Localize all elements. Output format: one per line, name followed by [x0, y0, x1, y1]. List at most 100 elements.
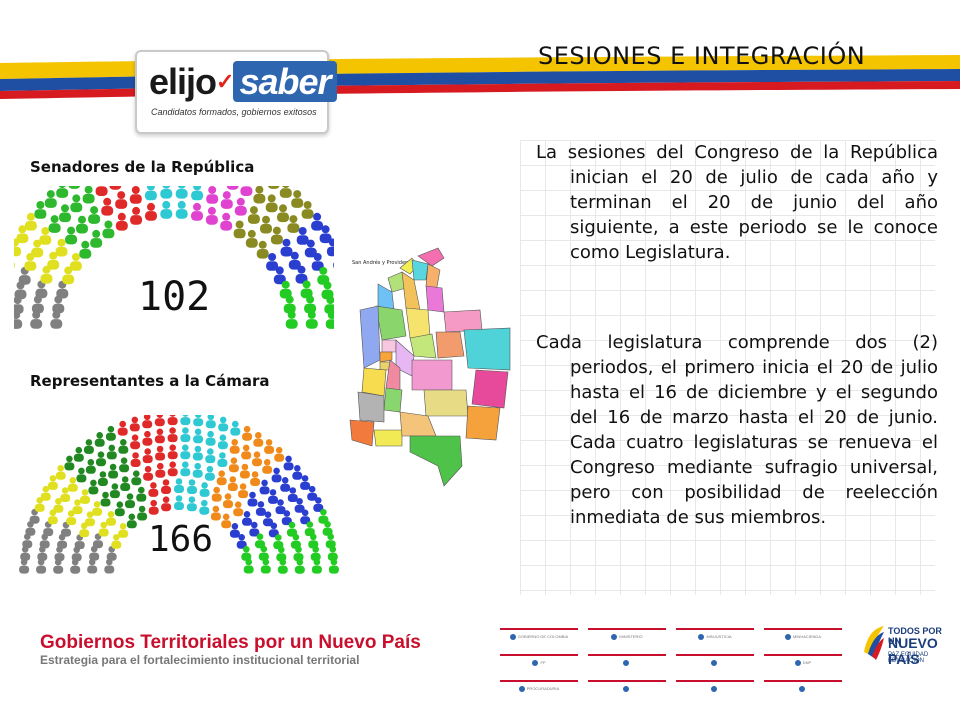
seat: [130, 434, 141, 450]
seat: [98, 521, 109, 537]
map-region-caldas: [381, 339, 397, 353]
seat: [105, 425, 116, 441]
seat: [260, 558, 271, 574]
seat: [31, 239, 44, 258]
flag-bird-icon: [864, 626, 884, 660]
elijo-saber-logo: elijo✓ saber Candidatos formados, gobiern…: [135, 50, 337, 134]
seat: [294, 558, 305, 574]
paragraph-periodos: Cada legislatura comprende dos (2) perio…: [536, 332, 938, 528]
seat: [106, 511, 116, 526]
seat: [294, 498, 305, 513]
partner-logo: DNP: [764, 654, 842, 672]
seat: [72, 499, 83, 515]
seat: [19, 558, 30, 574]
seat: [155, 445, 166, 461]
seat: [280, 477, 291, 492]
seat: [305, 310, 318, 329]
seat: [64, 455, 75, 471]
map-region-valle: [361, 367, 387, 397]
seat: [69, 253, 82, 271]
map-region-guaviare: [423, 389, 469, 417]
seat: [217, 434, 228, 450]
house-hemicycle: 166: [19, 415, 339, 574]
seat: [76, 467, 87, 483]
seat: [117, 420, 128, 436]
seat: [161, 496, 172, 512]
seat: [199, 499, 210, 515]
seat: [65, 226, 78, 245]
seat: [80, 489, 90, 504]
seat: [199, 482, 210, 497]
map-region-casanare: [435, 331, 465, 359]
slogan-line-1: TODOS POR UN: [888, 626, 942, 646]
seat: [137, 505, 148, 521]
seat: [193, 428, 204, 444]
seat: [191, 202, 203, 221]
map-region-risaralda: [379, 351, 393, 363]
seat: [130, 452, 141, 467]
seat: [291, 190, 304, 208]
seat: [186, 496, 197, 512]
seat: [154, 428, 165, 444]
seat: [256, 240, 269, 259]
text-grid-background: [520, 140, 935, 595]
seat-count: 102: [138, 274, 210, 320]
seat: [175, 186, 188, 199]
partner-name: MINJUSTICIA: [706, 634, 732, 639]
seat: [14, 281, 27, 300]
seat: [270, 226, 283, 245]
seat: [167, 444, 178, 460]
partner-emblem-icon: [623, 659, 629, 666]
seat: [274, 446, 285, 462]
seat-count: 166: [148, 519, 213, 560]
seat: [160, 200, 173, 219]
seat: [271, 467, 282, 483]
map-region-vichada: [463, 327, 511, 371]
seat: [44, 190, 57, 208]
seat: [247, 206, 260, 224]
seat: [180, 444, 191, 460]
seat: [175, 200, 188, 219]
seat: [243, 558, 254, 574]
seat: [174, 495, 184, 510]
seat: [245, 229, 258, 248]
seat: [83, 439, 94, 454]
map-region-arauca: [443, 309, 483, 333]
map-region-vaupes: [465, 405, 501, 441]
seat: [226, 186, 239, 190]
seat: [100, 491, 111, 507]
seat: [223, 493, 233, 509]
seat: [210, 505, 221, 521]
seat: [281, 510, 292, 526]
seat: [328, 558, 339, 574]
seat: [161, 479, 171, 494]
map-region-magdalena: [411, 259, 429, 281]
seat: [304, 239, 317, 258]
seat: [259, 479, 270, 495]
seat: [120, 476, 131, 491]
senate-label: Senadores de la República: [30, 158, 255, 176]
seat: [145, 202, 157, 221]
partner-name: DNP: [802, 660, 812, 665]
seat: [240, 186, 253, 196]
seat: [220, 191, 233, 209]
partner-logos: GOBIERNO DE COLOMBIA MINISTERIO MINJUSTICI…: [500, 628, 852, 708]
map-region-boyaca: [409, 333, 437, 359]
map-region-putumayo: [373, 429, 403, 447]
todos-por-un-nuevo-pais-logo: TODOS POR UN NUEVO PAÍS PAZ EQUIDAD EDUC…: [862, 622, 952, 672]
seat: [148, 499, 159, 515]
seat: [106, 444, 117, 460]
footer-title: Gobiernos Territoriales por un Nuevo Paí…: [40, 632, 421, 653]
seat: [115, 212, 128, 231]
seat: [160, 186, 173, 199]
map-region-choco: [359, 305, 381, 369]
seat: [287, 487, 298, 502]
seat: [296, 227, 309, 245]
seat: [52, 295, 65, 314]
map-region-santander: [405, 307, 431, 339]
seat: [56, 186, 69, 198]
seat: [60, 487, 71, 502]
san-andres-caption: San Andrés y Providencia: [352, 259, 415, 266]
seat: [96, 451, 106, 467]
seat: [92, 501, 103, 516]
